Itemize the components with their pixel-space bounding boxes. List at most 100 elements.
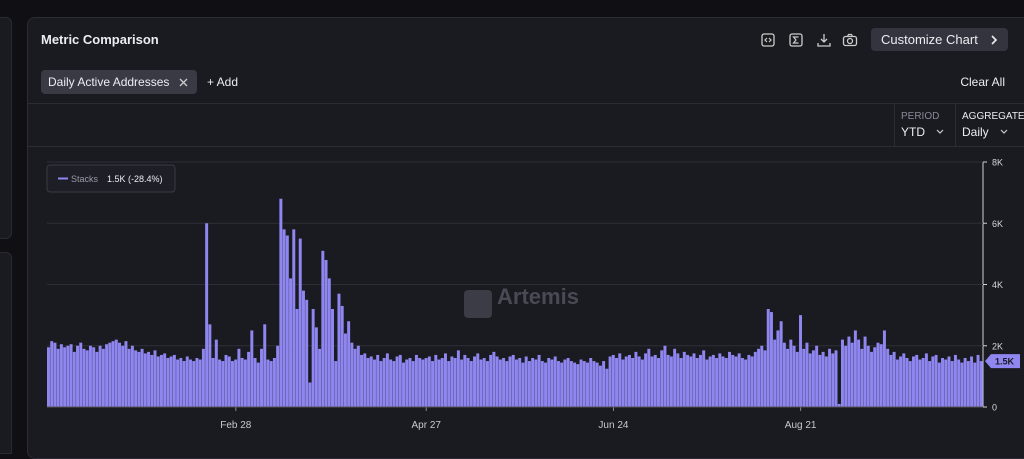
bar [711,354,715,407]
bar [182,361,186,407]
x-tick-label: Jun 24 [598,420,628,431]
bar [815,345,819,407]
bar [172,354,176,407]
bar [318,348,322,407]
metric-chip[interactable]: Daily Active Addresses [41,70,198,94]
bar [876,342,880,407]
bar [492,351,496,407]
bar [308,382,312,407]
formula-icon[interactable] [788,32,804,48]
bar [857,339,861,407]
bar [647,348,651,407]
control-label: AGGREGATE [962,111,1024,122]
bar [902,353,906,407]
bar [211,358,215,407]
bar [53,342,57,407]
bar [644,353,648,407]
bar [434,354,438,407]
y-tick-label: 6K [992,219,1003,229]
bar [76,345,80,407]
y-tick-label: 8K [992,158,1003,168]
bar [753,351,757,407]
period-select[interactable]: PERIOD YTD [894,104,953,146]
bar [544,362,548,407]
bar [731,354,735,407]
bar [860,348,864,407]
bar [799,315,802,407]
bar [495,356,499,407]
download-icon[interactable] [816,32,832,48]
bar [653,354,657,407]
bar [779,321,783,407]
customize-chart-button[interactable]: Customize Chart [871,28,1008,51]
bar [253,358,257,407]
dropdown-icon [936,129,944,134]
bar [769,312,773,407]
bar [369,356,373,407]
aggregate-select[interactable]: AGGREGATE Daily [955,104,1024,146]
bar [531,358,535,407]
bar [266,359,270,407]
bar [476,353,480,407]
remove-icon[interactable] [179,78,188,87]
bar [282,229,286,407]
bar [873,347,877,407]
clear-all-button[interactable]: Clear All [960,75,1005,89]
bar [950,361,954,407]
divider [28,146,1024,147]
bar [734,356,738,407]
bar [279,198,283,407]
control-value: Daily [962,125,989,139]
bar [631,358,635,407]
bar [321,250,325,407]
add-metric-button[interactable]: + Add [207,75,239,89]
bar [586,362,589,407]
bar [740,358,744,407]
bar [650,356,654,407]
bar [973,362,977,407]
bar [527,361,531,407]
bar [392,361,396,407]
bar [786,348,790,407]
watermark: Artemis [497,284,579,309]
bar [657,358,660,407]
bar [566,358,570,407]
bar [98,345,102,407]
bar [508,356,512,407]
bar [295,309,299,407]
bar [305,299,309,407]
bar [185,356,189,407]
bar [453,358,457,407]
bar [443,353,447,407]
embed-icon[interactable] [760,32,776,48]
bar [540,361,544,407]
bar [50,341,54,407]
panel-title: Metric Comparison [41,32,159,47]
bar [808,353,812,407]
bar [111,341,115,407]
bar [615,358,619,407]
bar [934,354,938,407]
bar [301,290,305,407]
bar [431,361,435,407]
bar [418,358,422,407]
bar [569,361,573,407]
bar [882,330,886,407]
camera-icon[interactable] [842,32,858,48]
bar [721,356,725,407]
bar [811,350,815,407]
bar [834,350,838,407]
bar [534,359,538,407]
bar [766,309,770,407]
bar [579,359,583,407]
bar [411,361,415,407]
bar [634,351,638,407]
bar [153,350,157,407]
bar [602,361,606,407]
bar [450,356,454,407]
bar [124,341,128,407]
bar [169,356,173,407]
y-tick-label: 0 [992,403,997,413]
bar [715,358,719,407]
bar [263,324,267,407]
